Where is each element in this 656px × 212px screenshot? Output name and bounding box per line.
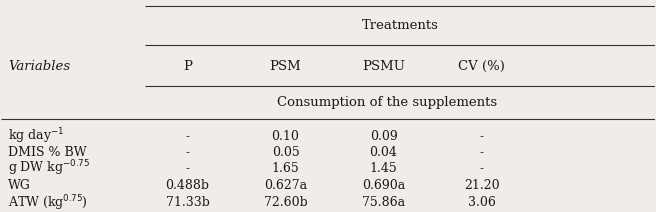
Text: WG: WG xyxy=(8,179,31,192)
Text: 0.488b: 0.488b xyxy=(165,179,209,192)
Text: -: - xyxy=(186,130,190,143)
Text: Treatments: Treatments xyxy=(361,19,438,32)
Text: -: - xyxy=(480,146,483,159)
Text: 0.04: 0.04 xyxy=(369,146,398,159)
Text: 0.627a: 0.627a xyxy=(264,179,307,192)
Text: 0.05: 0.05 xyxy=(272,146,299,159)
Text: 72.60b: 72.60b xyxy=(264,196,308,209)
Text: 0.690a: 0.690a xyxy=(362,179,405,192)
Text: -: - xyxy=(480,162,483,175)
Text: Variables: Variables xyxy=(8,60,70,73)
Text: Consumption of the supplements: Consumption of the supplements xyxy=(277,96,497,109)
Text: 1.45: 1.45 xyxy=(369,162,398,175)
Text: 71.33b: 71.33b xyxy=(165,196,209,209)
Text: 21.20: 21.20 xyxy=(464,179,499,192)
Text: 1.65: 1.65 xyxy=(272,162,299,175)
Text: -: - xyxy=(186,146,190,159)
Text: 0.10: 0.10 xyxy=(272,130,300,143)
Text: -: - xyxy=(186,162,190,175)
Text: -: - xyxy=(480,130,483,143)
Text: 3.06: 3.06 xyxy=(468,196,495,209)
Text: 0.09: 0.09 xyxy=(369,130,398,143)
Text: ATW (kg$^{0.75}$): ATW (kg$^{0.75}$) xyxy=(8,193,88,212)
Text: PSMU: PSMU xyxy=(362,60,405,73)
Text: kg day$^{-1}$: kg day$^{-1}$ xyxy=(8,126,64,146)
Text: DMIS % BW: DMIS % BW xyxy=(8,146,87,159)
Text: PSM: PSM xyxy=(270,60,301,73)
Text: CV (%): CV (%) xyxy=(458,60,505,73)
Text: P: P xyxy=(183,60,192,73)
Text: 75.86a: 75.86a xyxy=(362,196,405,209)
Text: g DW kg$^{-0.75}$: g DW kg$^{-0.75}$ xyxy=(8,158,90,178)
